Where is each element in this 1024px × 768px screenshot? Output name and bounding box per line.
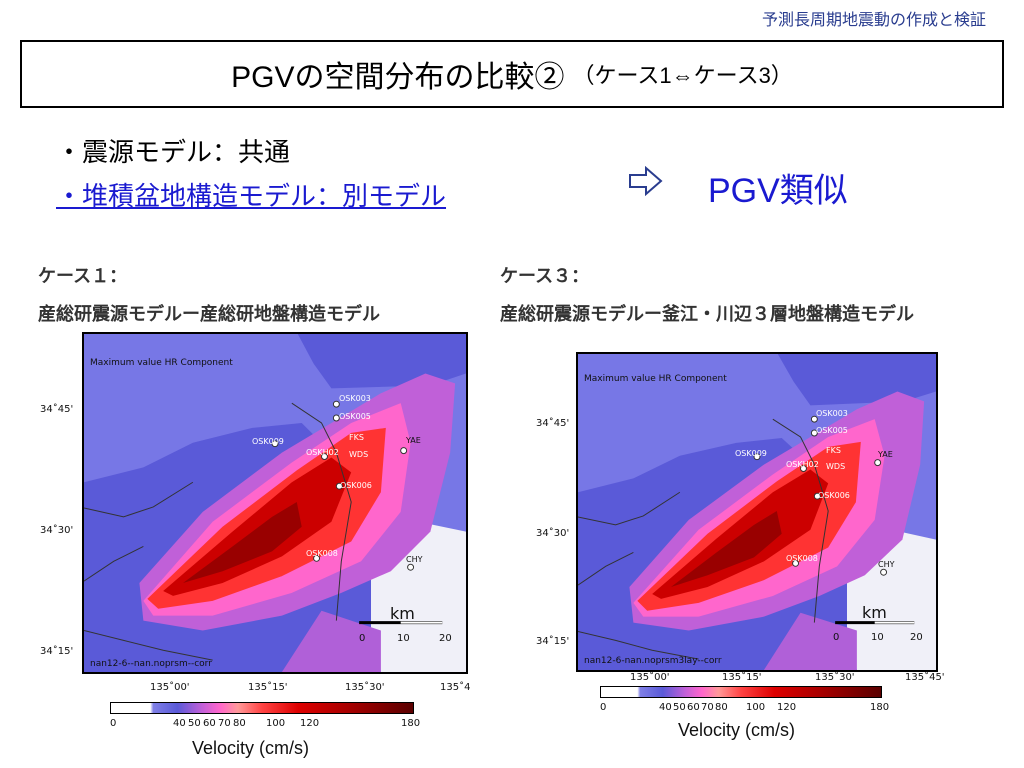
case1-station-label: WDS: [349, 450, 369, 459]
case3-lon-tick: 135˚45': [905, 672, 945, 683]
case1-colorbar-tick: 0: [110, 718, 117, 729]
case1-station-label: OSKH02: [306, 448, 339, 457]
case1-colorbar-tick: 180: [401, 718, 421, 729]
case1-colorbar-tick: 70: [218, 718, 231, 729]
case3-station-label: OSK006: [818, 491, 850, 500]
case1-station-label: YAE: [406, 436, 421, 445]
case1-lat-tick: 34˚15': [40, 646, 74, 657]
case3-colorbar-tick: 80: [715, 702, 728, 713]
case1-lat-tick: 34˚30': [40, 525, 74, 536]
arrow-right-icon: [629, 166, 663, 196]
case3-label: ケース３：: [500, 266, 590, 287]
case3-colorbar: [600, 686, 882, 698]
case1-scale-tick: 10: [397, 633, 410, 644]
case1-lon-tick: 135˚4: [440, 682, 471, 693]
case3-colorbar-tick: 60: [687, 702, 700, 713]
case1-lat-tick: 34˚45': [40, 404, 74, 415]
bullet-source-model: ・震源モデル：共通: [56, 138, 291, 168]
case3-lon-tick: 135˚15': [722, 672, 762, 683]
case1-colorbar: [110, 702, 414, 714]
case1-station-label: OSK008: [306, 549, 338, 558]
case1-station-label: OSK006: [340, 481, 372, 490]
case3-station-label: OSK009: [735, 449, 767, 458]
case1-map-footer: nan12-6--nan.noprsm--corr: [90, 659, 212, 669]
case3-station-label: OSK003: [816, 409, 848, 418]
slide-title-box: PGVの空間分布の比較② （ケース1⇔ケース3）: [20, 40, 1004, 108]
case1-colorbar-tick: 120: [300, 718, 320, 729]
case1-colorbar-tick: 80: [233, 718, 246, 729]
case3-lon-tick: 135˚30': [815, 672, 855, 683]
slide-title-sub: （ケース1⇔ケース3）: [572, 63, 793, 88]
case1-lon-tick: 135˚00': [150, 682, 190, 693]
case3-station-label: OSK005: [816, 426, 848, 435]
case1-model-label: 産総研震源モデルー産総研地盤構造モデル: [38, 304, 380, 325]
slide-title: PGVの空間分布の比較②: [231, 61, 565, 94]
case3-station-label: FKS: [826, 446, 841, 455]
header-subtitle: 予測長周期地震動の作成と検証: [761, 10, 986, 29]
case1-station-label: OSK005: [339, 412, 371, 421]
case3-scale-tick: 0: [833, 632, 840, 643]
case3-map-footer: nan12-6-nan.noprsm3lay--corr: [584, 656, 722, 666]
case3-scale-tick: 10: [871, 632, 884, 643]
case3-lat-tick: 34˚45': [536, 418, 570, 429]
case3-station-label: CHY: [878, 560, 895, 569]
case3-colorbar-tick: 120: [777, 702, 797, 713]
case3-model-label: 産総研震源モデルー釜江・川辺３層地盤構造モデル: [500, 304, 914, 325]
case1-lon-tick: 135˚15': [248, 682, 288, 693]
case3-colorbar-tick: 50: [673, 702, 686, 713]
case1-station-label: CHY: [406, 555, 423, 564]
case3-colorbar-tick: 180: [870, 702, 890, 713]
case1-label: ケース１：: [38, 266, 128, 287]
case1-station-label: OSK003: [339, 394, 371, 403]
conclusion-text: PGV類似: [708, 172, 848, 210]
case1-colorbar-label: Velocity (cm/s): [192, 738, 310, 758]
case3-map-title: Maximum value HR Component: [584, 374, 727, 384]
case3-station-label: YAE: [878, 450, 893, 459]
case1-colorbar-tick: 100: [266, 718, 286, 729]
case3-lat-tick: 34˚15': [536, 636, 570, 647]
case3-colorbar-tick: 100: [746, 702, 766, 713]
case3-scale-unit: km: [862, 603, 887, 622]
case3-station-label: WDS: [826, 462, 846, 471]
case3-scale-tick: 20: [910, 632, 923, 643]
case1-colorbar-tick: 40: [173, 718, 186, 729]
case3-colorbar-tick: 70: [701, 702, 714, 713]
case1-lon-tick: 135˚30': [345, 682, 385, 693]
case3-station-label: OSKH02: [786, 460, 819, 469]
case3-pgv-map: Maximum value HR Component nan12-6-nan.n…: [576, 352, 938, 672]
case3-lon-tick: 135˚00': [630, 672, 670, 683]
case3-colorbar-tick: 0: [600, 702, 607, 713]
case3-colorbar-label: Velocity (cm/s): [678, 720, 796, 740]
case1-scale-tick: 20: [439, 633, 452, 644]
case1-colorbar-tick: 50: [188, 718, 201, 729]
case1-scale-tick: 0: [359, 633, 366, 644]
bullet-basin-model-link[interactable]: ・堆積盆地構造モデル：別モデル: [56, 182, 447, 212]
case1-pgv-map: Maximum value HR Component nan12-6--nan.…: [82, 332, 468, 674]
case1-station-label: FKS: [349, 433, 364, 442]
case1-scale-unit: km: [390, 604, 415, 623]
case1-station-label: OSK009: [252, 437, 284, 446]
case1-colorbar-tick: 60: [203, 718, 216, 729]
case3-station-label: OSK008: [786, 554, 818, 563]
case1-map-title: Maximum value HR Component: [90, 358, 233, 368]
case3-lat-tick: 34˚30': [536, 528, 570, 539]
case3-colorbar-tick: 40: [659, 702, 672, 713]
